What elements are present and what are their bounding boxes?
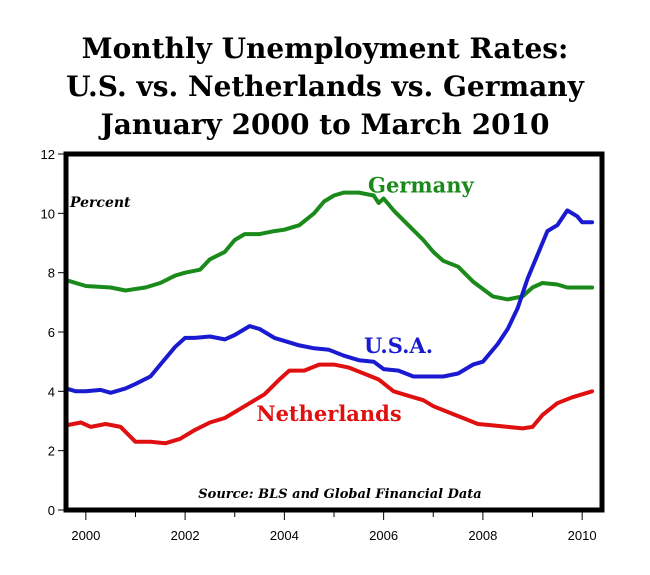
x-tick-label: 2000 bbox=[71, 528, 100, 543]
chart-title-line-2: U.S. vs. Netherlands vs. Germany bbox=[66, 70, 584, 103]
x-tick-label: 2010 bbox=[568, 528, 597, 543]
series-label-u-s-a: U.S.A. bbox=[364, 333, 433, 358]
chart-title-line-3: January 2000 to March 2010 bbox=[100, 108, 550, 141]
y-tick-label: 4 bbox=[48, 384, 55, 399]
chart-title: Monthly Unemployment Rates: U.S. vs. Net… bbox=[0, 30, 650, 144]
series-line-netherlands bbox=[64, 362, 595, 446]
y-tick-label: 10 bbox=[41, 206, 55, 221]
x-tick-label: 2006 bbox=[369, 528, 398, 543]
series-label-germany: Germany bbox=[368, 173, 474, 198]
y-tick-label: 8 bbox=[48, 266, 55, 281]
chart-title-line-1: Monthly Unemployment Rates: bbox=[81, 32, 569, 65]
x-tick-label: 2004 bbox=[270, 528, 299, 543]
y-tick-label: 0 bbox=[48, 503, 55, 518]
y-tick-label: 12 bbox=[41, 147, 55, 162]
x-tick-label: 2002 bbox=[171, 528, 200, 543]
labels-layer: Germany U.S.A. Netherlands bbox=[256, 173, 474, 426]
y-tick-label: 6 bbox=[48, 325, 55, 340]
y-axis-label: Percent bbox=[69, 195, 131, 211]
x-tick-label: 2008 bbox=[468, 528, 497, 543]
ticks-layer: 0 2 4 6 8 10 12 2000 2002 2004 2006 2008 2010 bbox=[41, 147, 597, 543]
y-tick-label: 2 bbox=[48, 444, 55, 459]
plot-frame bbox=[63, 151, 605, 513]
series-line-germany bbox=[64, 190, 595, 302]
source-note: Source: BLS and Global Financial Data bbox=[198, 487, 481, 502]
series-layer bbox=[64, 190, 595, 446]
series-line-u-s-a bbox=[64, 208, 595, 395]
series-label-netherlands: Netherlands bbox=[256, 401, 401, 426]
